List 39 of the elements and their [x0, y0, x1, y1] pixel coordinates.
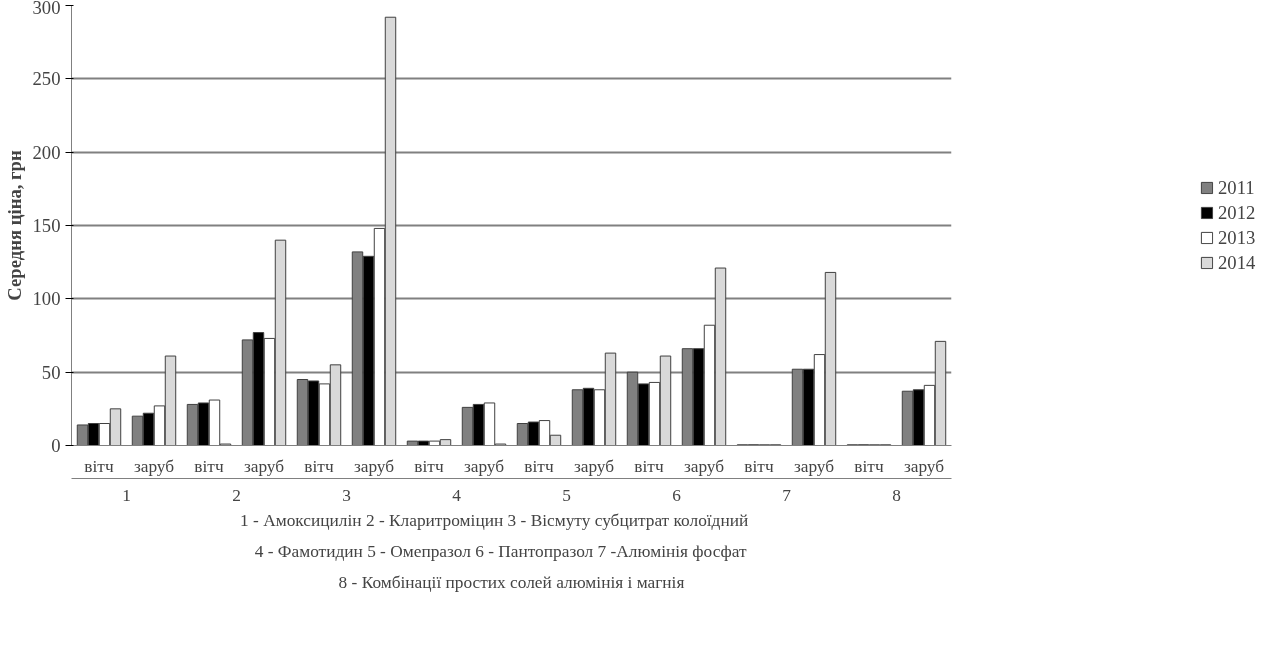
text: 8 - Комбінації простих солей алюмінія і магнія [338, 572, 685, 592]
y-tick-label: 0 [51, 435, 61, 456]
x-tick-label: заруб [243, 456, 285, 476]
text: 1 - Амоксицилін 2 - Кларитроміцин 3 - Вісмуту субцитрат колоїдний [240, 510, 749, 530]
text: 5 [562, 485, 571, 505]
text: 8 [892, 485, 901, 505]
x-tick-label: вітч [304, 456, 334, 476]
legend-label: 2011 [1218, 176, 1256, 199]
x-tick-label: вітч [854, 456, 884, 476]
x-tick-label: заруб [353, 456, 395, 476]
x-tick-label: заруб [903, 456, 945, 476]
y-axis-title: Середня ціна, грн [3, 150, 25, 301]
y-tick-label: 100 [32, 288, 61, 310]
text: 1 [122, 485, 131, 505]
x-tick-label: заруб [133, 456, 175, 476]
legend-label: 2014 [1218, 251, 1257, 274]
legend-label: 2013 [1218, 226, 1257, 249]
x-tick-label: вітч [194, 456, 224, 476]
text: 6 [672, 485, 682, 505]
x-tick-label: вітч [744, 456, 774, 476]
y-tick-label: 300 [32, 0, 61, 18]
text: 3 [342, 485, 351, 505]
y-tick-label: 250 [32, 68, 61, 90]
x-tick-label: заруб [793, 456, 835, 476]
y-tick-label: 150 [32, 215, 61, 236]
x-tick-label: заруб [683, 456, 725, 476]
legend-label: 2012 [1218, 201, 1257, 224]
text: 7 [782, 485, 792, 505]
x-tick-label: вітч [84, 456, 114, 476]
x-tick-label: вітч [524, 456, 554, 476]
x-tick-label: заруб [573, 456, 615, 476]
text: 4 [452, 485, 462, 505]
text: 4 - Фамотидин 5 - Омепразол 6 - Пантопразол 7 -Алюмінія фосфат [254, 541, 748, 561]
y-tick-label: 200 [32, 141, 61, 163]
x-tick-label: вітч [634, 456, 664, 476]
text: 2 [232, 485, 241, 505]
x-tick-label: вітч [414, 456, 444, 476]
x-tick-label: заруб [463, 456, 505, 476]
y-tick-label: 50 [41, 361, 61, 383]
